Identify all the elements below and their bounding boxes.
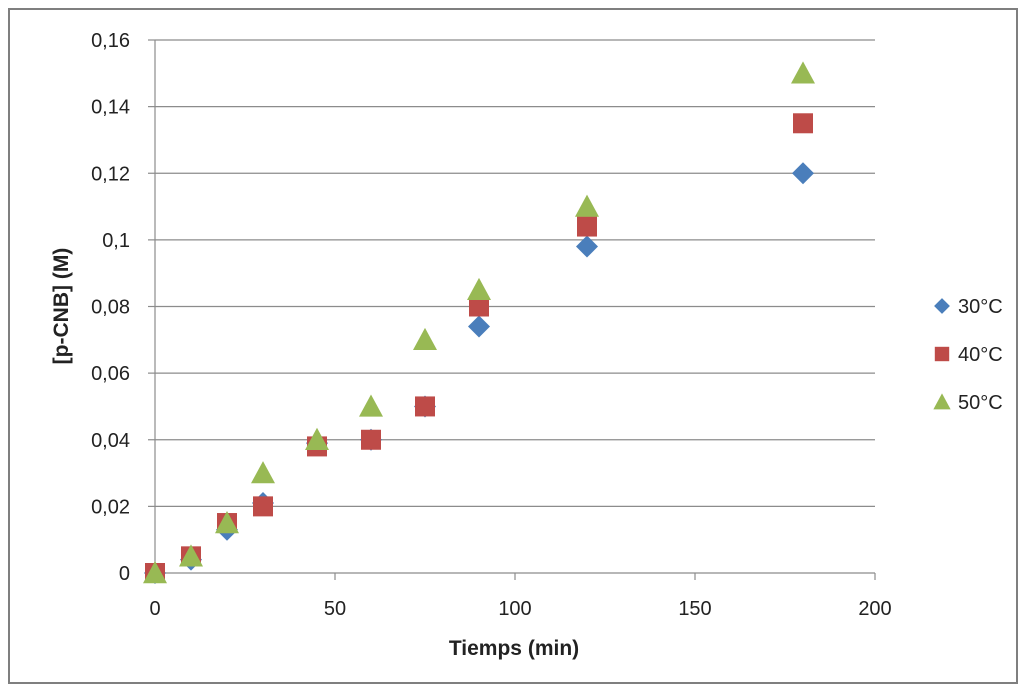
legend-label: 50°C [958,392,1003,414]
data-point [791,61,815,84]
data-point [215,511,239,534]
data-point [469,296,489,317]
y-tick-label: 0,16 [91,30,130,52]
y-axis-title: [p-CNB] (M) [50,248,73,365]
legend-marker [933,393,951,410]
data-point [179,544,203,567]
data-point [792,162,814,185]
y-tick-label: 0,06 [91,363,130,385]
data-points [143,61,815,584]
data-point [251,461,275,484]
y-tick-labels: 0 0,02 0,04 0,06 0,08 0,1 0,12 0,14 0,16 [91,30,130,585]
x-tick-label: 50 [324,598,346,620]
y-tick-label: 0 [119,563,130,585]
legend-marker [934,298,950,314]
data-point [143,561,167,584]
x-axis-title: Tiemps (min) [449,637,579,660]
data-point [575,194,599,217]
data-point [253,496,273,517]
data-point [361,429,381,450]
data-point [305,427,329,450]
data-point [576,235,598,258]
chart-frame [8,8,1018,684]
data-point [577,216,597,237]
y-tick-label: 0,08 [91,297,130,319]
x-tick-label: 0 [149,598,160,620]
legend: 30°C 40°C 50°C [933,296,1003,414]
series-3 [143,61,815,584]
x-tick-label: 200 [858,598,891,620]
data-point [359,394,383,417]
y-tick-label: 0,02 [91,496,130,518]
y-tick-label: 0,04 [91,430,130,452]
data-point [467,277,491,301]
data-point [415,396,435,417]
y-tick-label: 0,12 [91,163,130,185]
y-tick-label: 0,1 [102,230,130,252]
gridlines [155,39,875,507]
data-point [413,327,437,351]
series-2 [145,113,813,583]
y-tick-label: 0,14 [91,97,130,119]
x-tick-label: 150 [678,598,711,620]
x-tick-label: 100 [498,598,531,620]
legend-label: 40°C [958,344,1003,366]
data-point [793,113,813,134]
legend-marker [934,346,950,362]
x-tick-labels: 0 50 100 150 200 [149,598,891,620]
data-point [468,315,490,338]
legend-label: 30°C [958,296,1003,318]
